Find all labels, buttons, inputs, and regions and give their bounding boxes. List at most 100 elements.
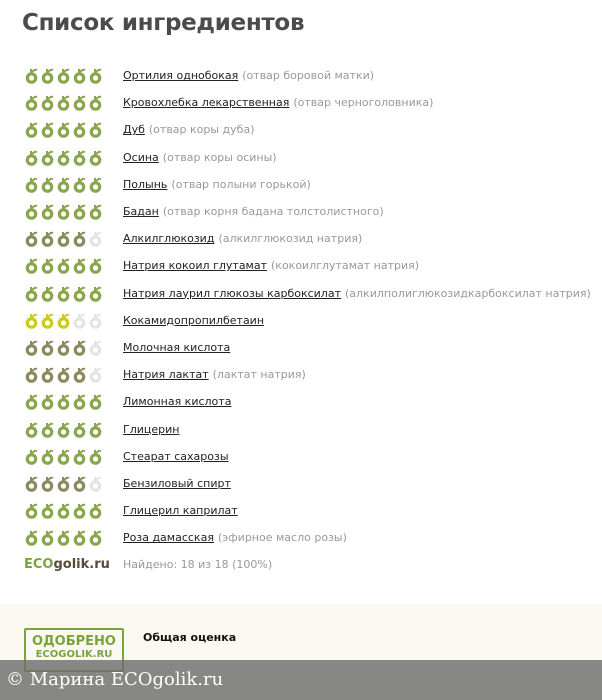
page-title: Список ингредиентов — [22, 10, 305, 36]
leaf-rating-icon — [57, 476, 70, 492]
ingredient-link[interactable]: Натрия кокоил глутамат — [123, 259, 268, 273]
leaf-rating-icon — [89, 123, 102, 139]
ingredient-link[interactable]: Глицерил каприлат — [123, 504, 238, 518]
ingredient-row: Полынь (отвар полыни горькой) — [24, 171, 591, 198]
overall-rating-label: Общая оценка — [143, 631, 237, 644]
ingredient-row: Осина (отвар коры осины) — [24, 144, 591, 171]
leaf-rating-icon — [57, 123, 70, 139]
ingredient-row: Натрия лактат (лактат натрия) — [24, 361, 591, 388]
ingredient-link[interactable]: Бадан — [123, 205, 159, 219]
ingredient-link[interactable]: Натрия лаурил глюкозы карбоксилат — [123, 286, 341, 300]
ingredient-link[interactable]: Кровохлебка лекарственная — [123, 96, 290, 110]
ingredient-link[interactable]: Дуб — [123, 123, 145, 137]
leaf-rating-icon — [25, 68, 38, 84]
ingredient-note: (эфирное масло розы) — [217, 531, 347, 545]
ecogolik-logo: ECOgolik.ru — [24, 557, 110, 572]
leaf-rating-icon — [57, 395, 70, 411]
ingredient-note: (отвар коры осины) — [162, 150, 277, 164]
ingredient-note: (алкилглюкозид натрия) — [218, 232, 363, 246]
leaf-rating-icon — [73, 177, 86, 193]
rating — [24, 339, 123, 356]
ingredient-link[interactable]: Ортилия однобокая — [123, 69, 239, 83]
ingredient-row: Глицерин — [24, 415, 591, 442]
leaf-rating-icon — [73, 449, 86, 465]
watermark: © Марина ECOgolik.ru — [0, 660, 602, 700]
leaf-rating-icon — [57, 340, 70, 356]
leaf-rating-icon — [41, 476, 54, 492]
leaf-rating-icon — [41, 259, 54, 275]
leaf-rating-icon — [25, 123, 38, 139]
ingredient-note: (лактат натрия) — [212, 368, 306, 382]
ingredient-row: Ортилия однобокая (отвар боровой матки) — [24, 62, 591, 89]
leaf-rating-icon — [57, 150, 70, 166]
leaf-rating-icon — [89, 422, 102, 438]
leaf-rating-icon — [25, 395, 38, 411]
rating — [24, 421, 123, 438]
ingredient-link[interactable]: Полынь — [123, 177, 168, 191]
rating — [24, 176, 123, 193]
ingredient-note: (кокоилглутамат натрия) — [271, 259, 420, 273]
leaf-rating-icon — [73, 367, 86, 383]
ingredient-row: Бадан (отвар корня бадана толстолистного) — [24, 198, 591, 225]
ingredient-row: Кровохлебка лекарственная (отвар черногол… — [24, 89, 591, 116]
ingredient-link[interactable]: Бензиловый спирт — [123, 476, 231, 490]
ingredient-link[interactable]: Натрия лактат — [123, 368, 209, 382]
leaf-rating-icon — [41, 68, 54, 84]
leaf-rating-icon — [25, 313, 38, 329]
leaf-rating-icon — [41, 123, 54, 139]
ingredient-row: Стеарат сахарозы — [24, 443, 591, 470]
rating — [24, 230, 123, 248]
rating — [24, 257, 123, 275]
leaf-rating-icon — [89, 340, 102, 356]
rating — [24, 203, 123, 220]
leaf-rating-icon — [89, 204, 102, 220]
leaf-rating-icon — [41, 231, 54, 248]
ingredient-note: (алкилполиглюкозидкарбоксилат натрия) — [344, 286, 591, 300]
ingredient-link[interactable]: Кокамидопропилбетаин — [123, 313, 265, 327]
leaf-rating-icon — [41, 150, 54, 166]
leaf-rating-icon — [25, 204, 38, 220]
leaf-rating-icon — [41, 503, 54, 519]
leaf-rating-icon — [41, 96, 54, 112]
ingredient-link[interactable]: Молочная кислота — [123, 340, 231, 354]
rating — [24, 312, 123, 329]
leaf-rating-icon — [25, 96, 38, 112]
leaf-rating-icon — [89, 96, 102, 112]
leaf-rating-icon — [73, 204, 86, 220]
ingredient-note: (отвар корня бадана толстолистного) — [162, 205, 384, 219]
leaf-rating-icon — [41, 531, 54, 547]
rating — [24, 67, 123, 84]
leaf-rating-icon — [57, 204, 70, 220]
leaf-rating-icon — [89, 395, 102, 411]
ingredient-link[interactable]: Глицерин — [123, 422, 180, 436]
leaf-rating-icon — [89, 259, 102, 275]
rating — [24, 502, 123, 519]
leaf-rating-icon — [73, 422, 86, 438]
leaf-rating-icon — [41, 340, 54, 356]
leaf-rating-icon — [25, 476, 38, 492]
rating — [24, 393, 123, 411]
leaf-rating-icon — [73, 395, 86, 411]
ingredient-link[interactable]: Осина — [123, 150, 159, 164]
ingredient-row: Глицерил каприлат — [24, 497, 591, 524]
leaf-rating-icon — [89, 231, 102, 248]
leaf-rating-icon — [41, 449, 54, 465]
leaf-rating-icon — [25, 150, 38, 166]
leaf-rating-icon — [73, 286, 86, 302]
ingredient-row: Дуб (отвар коры дуба) — [24, 116, 591, 143]
ingredient-link[interactable]: Роза дамасская — [123, 531, 214, 545]
leaf-rating-icon — [57, 177, 70, 193]
leaf-rating-icon — [25, 259, 38, 275]
leaf-rating-icon — [25, 340, 38, 356]
leaf-rating-icon — [41, 177, 54, 193]
leaf-rating-icon — [89, 531, 102, 547]
ingredient-link[interactable]: Лимонная кислота — [123, 395, 232, 409]
ingredient-row: Натрия лаурил глюкозы карбоксилат (алкилп… — [24, 280, 591, 307]
leaf-rating-icon — [73, 68, 86, 84]
ingredient-link[interactable]: Стеарат сахарозы — [123, 449, 229, 463]
leaf-rating-icon — [89, 150, 102, 166]
leaf-rating-icon — [89, 313, 102, 329]
leaf-rating-icon — [89, 367, 102, 383]
ingredient-link[interactable]: Алкилглюкозид — [123, 232, 215, 246]
ingredient-row: Молочная кислота — [24, 334, 591, 361]
